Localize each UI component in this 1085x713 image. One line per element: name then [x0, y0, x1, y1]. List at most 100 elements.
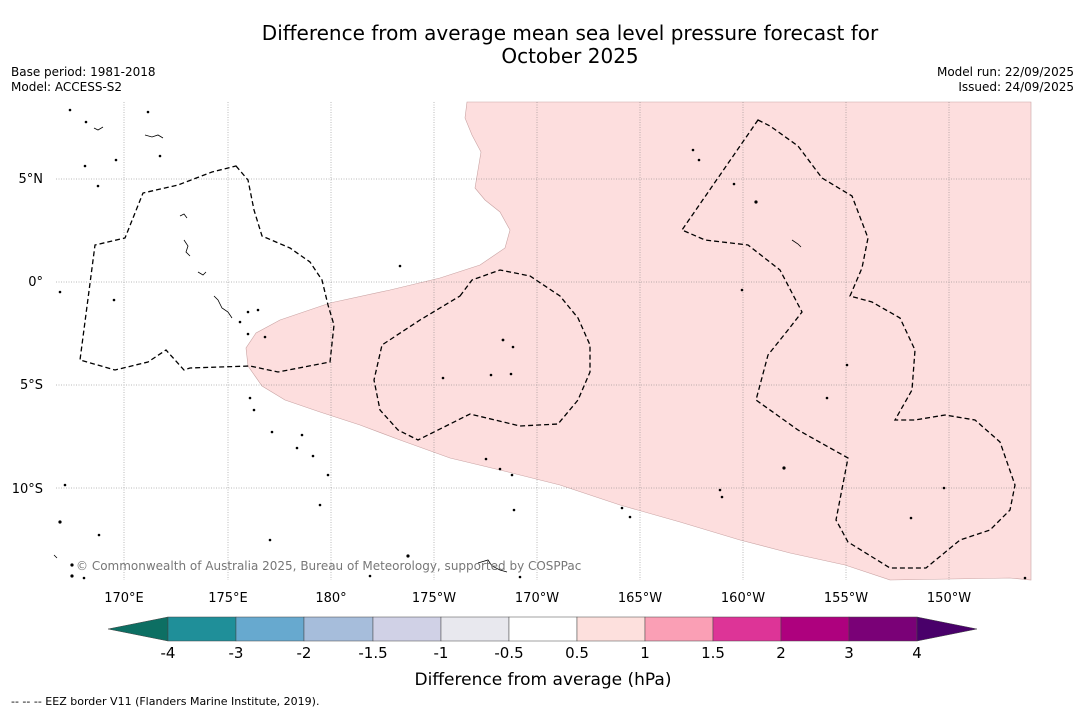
island-dot — [58, 290, 62, 294]
longitude-labels: 170°E 175°E 180° 175°W 170°W 165°W 160°W… — [104, 591, 971, 606]
lat-label-5n: 5°N — [19, 172, 44, 187]
islands — [53, 108, 1027, 580]
chart-title: Difference from average mean sea level p… — [0, 22, 1085, 68]
island-dot — [512, 508, 516, 512]
island-dot — [909, 516, 913, 520]
island-dot — [70, 574, 74, 578]
meta-left: Base period: 1981-2018 Model: ACCESS-S2 — [11, 65, 156, 95]
eez-border-kiribati-gilberts — [79, 165, 335, 373]
island-dot — [112, 298, 116, 302]
colorbar-tick: 1 — [640, 644, 650, 662]
issued-text: Issued: 24/09/2025 — [958, 80, 1074, 94]
colorbar-segment — [644, 616, 714, 642]
island-coast — [179, 213, 188, 219]
island-dot — [1023, 576, 1027, 580]
island-dot — [484, 457, 488, 461]
island-dot — [942, 486, 946, 490]
island-dot — [158, 154, 162, 158]
colorbar-segment — [235, 616, 305, 642]
island-dot — [63, 483, 67, 487]
island-dot — [498, 467, 502, 471]
island-dot — [246, 310, 250, 314]
anomaly-region-0.5-to-1 — [245, 101, 1032, 581]
eez-borders — [79, 119, 1016, 569]
island-coast — [144, 134, 164, 139]
island-coast — [197, 271, 207, 276]
colorbar-tick: 1.5 — [701, 644, 725, 662]
island-dot — [70, 563, 74, 567]
colorbar-tick: -2 — [297, 644, 312, 662]
island-dot — [248, 396, 252, 400]
title-line-2: October 2025 — [501, 44, 639, 68]
island-dot — [825, 396, 829, 400]
island-dot — [509, 372, 513, 376]
island-dot — [697, 158, 701, 162]
lon-label-170e: 170°E — [104, 591, 144, 606]
colorbar-segment — [167, 616, 237, 642]
lat-label-0: 0° — [28, 275, 43, 290]
colorbar-segment — [440, 616, 510, 642]
island-dot — [68, 108, 72, 112]
lon-label-175e: 175°E — [208, 591, 248, 606]
island-dot — [368, 574, 372, 578]
island-coast — [477, 559, 508, 573]
island-dot — [718, 488, 722, 492]
colorbar-segment — [848, 616, 918, 642]
model-text: Model: ACCESS-S2 — [11, 80, 123, 94]
lon-label-170w: 170°W — [515, 591, 559, 606]
island-dot — [238, 320, 242, 324]
eez-footnote: -- -- -- EEZ border V11 (Flanders Marine… — [11, 695, 320, 708]
lat-label-10s: 10°S — [12, 482, 43, 497]
island-dot — [263, 335, 267, 339]
island-dot — [82, 576, 86, 580]
colorbar-tick: 4 — [912, 644, 922, 662]
meta-right: Model run: 22/09/2025 Issued: 24/09/2025 — [937, 65, 1074, 95]
colorbar: -4 -3 -2 -1.5 -1 -0.5 0.5 1 1.5 2 3 4 Di… — [107, 616, 978, 690]
colorbar-tick: 3 — [844, 644, 854, 662]
island-dot — [441, 376, 445, 380]
lon-label-180: 180° — [315, 591, 346, 606]
colorbar-tick: 0.5 — [565, 644, 589, 662]
colorbar-segment — [712, 616, 782, 642]
colorbar-extend-low — [107, 616, 169, 642]
island-dot — [740, 288, 744, 292]
island-dot — [720, 495, 724, 499]
island-dot — [96, 184, 100, 188]
island-dot — [252, 408, 256, 412]
island-dot — [732, 182, 736, 186]
latitude-labels: 5°N 0° 5°S 10°S — [12, 172, 43, 497]
island-dot — [782, 466, 786, 470]
eez-border-phoenix — [373, 269, 591, 441]
island-dot — [256, 308, 260, 312]
lon-label-160w: 160°W — [721, 591, 765, 606]
island-dot — [489, 373, 493, 377]
island-dot — [518, 575, 522, 579]
island-dot — [628, 515, 632, 519]
lon-label-150w: 150°W — [927, 591, 971, 606]
colorbar-extend-high — [916, 616, 978, 642]
island-dot — [318, 503, 322, 507]
island-dot — [270, 430, 274, 434]
eez-border-line-islands — [681, 119, 1016, 569]
title-line-1: Difference from average mean sea level p… — [261, 21, 879, 45]
colorbar-tick: -1 — [434, 644, 449, 662]
island-dot — [511, 345, 515, 349]
island-dot — [300, 433, 304, 437]
island-dot — [58, 520, 62, 524]
island-dot — [295, 446, 299, 450]
island-dot — [146, 110, 150, 114]
colorbar-label: Difference from average (hPa) — [415, 670, 672, 690]
colorbar-segment — [508, 616, 578, 642]
copyright-text: © Commonwealth of Australia 2025, Bureau… — [76, 559, 581, 573]
island-dot — [114, 158, 118, 162]
island-dot — [398, 264, 402, 268]
map-panel: 5°N 0° 5°S 10°S 170°E 175°E 180° 175°W 1… — [12, 101, 1032, 606]
colorbar-tick: -4 — [161, 644, 176, 662]
island-dot — [311, 454, 315, 458]
island-dot — [845, 363, 849, 367]
island-dot — [83, 164, 87, 168]
colorbar-tick: -3 — [229, 644, 244, 662]
colorbar-segment — [576, 616, 646, 642]
colorbar-tick: 2 — [776, 644, 786, 662]
base-period-text: Base period: 1981-2018 — [11, 65, 156, 79]
